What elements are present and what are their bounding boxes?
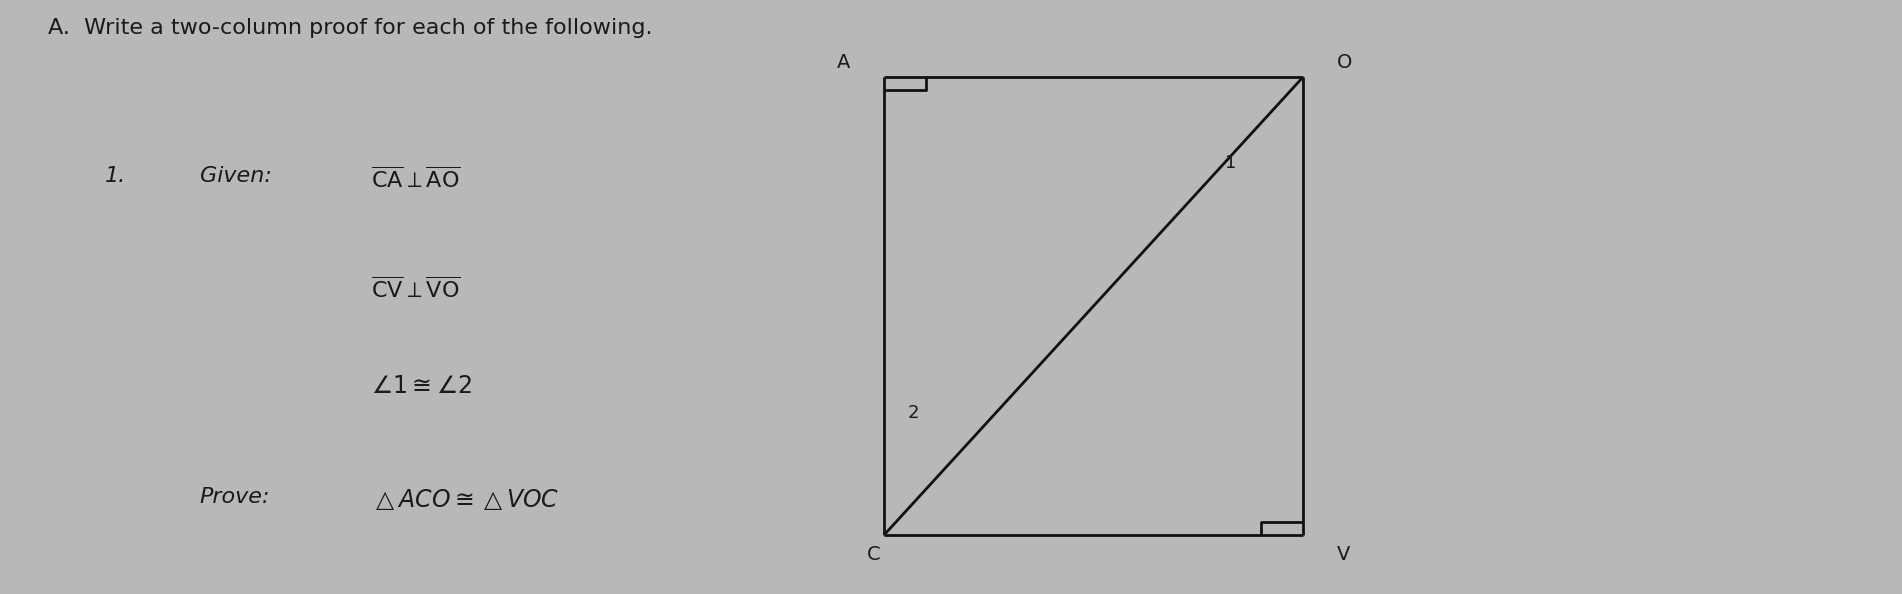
Text: V: V bbox=[1337, 545, 1350, 564]
Text: A: A bbox=[837, 53, 850, 72]
Text: 2: 2 bbox=[907, 404, 919, 422]
Text: 1.: 1. bbox=[105, 166, 126, 187]
Text: $\angle 1 \cong \angle 2$: $\angle 1 \cong \angle 2$ bbox=[371, 374, 472, 398]
Text: Prove:: Prove: bbox=[200, 487, 270, 507]
Text: 1: 1 bbox=[1225, 154, 1236, 172]
Text: A.  Write a two-column proof for each of the following.: A. Write a two-column proof for each of … bbox=[48, 18, 652, 38]
Text: C: C bbox=[867, 545, 881, 564]
Text: O: O bbox=[1337, 53, 1352, 72]
Text: Given:: Given: bbox=[200, 166, 272, 187]
Text: $\overline{\mathrm{CA}} \perp \overline{\mathrm{AO}}$: $\overline{\mathrm{CA}} \perp \overline{… bbox=[371, 166, 460, 192]
Text: $\overline{\mathrm{CV}} \perp \overline{\mathrm{VO}}$: $\overline{\mathrm{CV}} \perp \overline{… bbox=[371, 276, 460, 302]
Text: $\triangle ACO \cong \triangle VOC$: $\triangle ACO \cong \triangle VOC$ bbox=[371, 487, 559, 512]
